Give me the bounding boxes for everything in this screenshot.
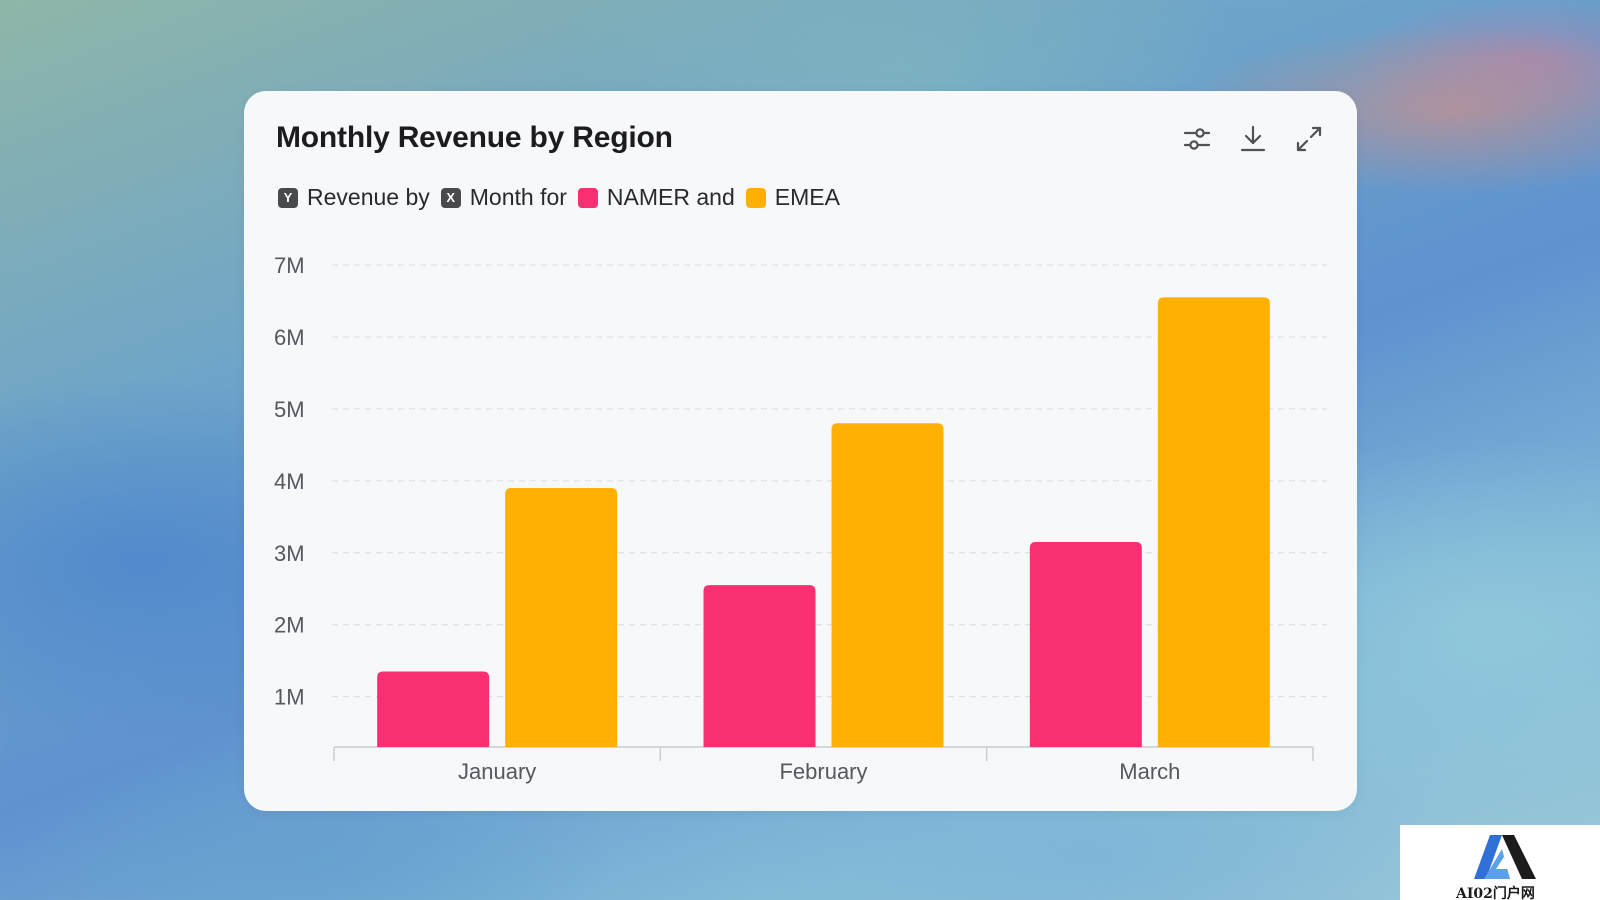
- download-button[interactable]: [1235, 121, 1271, 157]
- legend-text-month: Month for: [469, 184, 567, 210]
- sliders-icon: [1183, 128, 1211, 150]
- x-key-chip: X: [440, 187, 461, 208]
- bar-emea-february: [831, 423, 944, 747]
- watermark-logo-icon: [1474, 835, 1536, 879]
- bar-emea-january: [505, 488, 618, 747]
- y-tick-label: 2M: [274, 613, 305, 638]
- bar-namer-march: [1029, 541, 1142, 747]
- watermark-text: AI02门户网: [1456, 886, 1535, 900]
- expand-icon: [1296, 126, 1322, 152]
- x-tick-label: March: [1119, 759, 1180, 784]
- x-tick-label: February: [779, 759, 867, 784]
- bar-namer-january: [377, 671, 490, 747]
- legend-text-namer: NAMER and: [606, 184, 735, 210]
- x-tick-label: January: [458, 759, 536, 784]
- legend-text-emea: EMEA: [774, 184, 840, 210]
- bar-chart: 1M 2M 3M 4M 5M 6M 7M January February March: [274, 253, 1327, 784]
- expand-button[interactable]: [1291, 121, 1327, 157]
- bar-namer-february: [703, 585, 816, 747]
- y-tick-label: 7M: [274, 253, 305, 278]
- bar-emea-march: [1157, 297, 1270, 747]
- legend-swatch-emea: [745, 187, 766, 208]
- chart-legend: Y Revenue by X Month for NAMER and EMEA: [278, 184, 840, 211]
- y-tick-label: 6M: [274, 325, 305, 350]
- chart-toolbar: [1179, 121, 1327, 157]
- filter-button[interactable]: [1179, 121, 1215, 157]
- watermark: AI02门户网: [1400, 825, 1600, 900]
- legend-text-revenue: Revenue by: [307, 184, 430, 210]
- download-icon: [1240, 125, 1266, 152]
- y-tick-label: 4M: [274, 469, 305, 494]
- chart-card: Monthly Revenue by Region: [244, 91, 1357, 811]
- chart-title: Monthly Revenue by Region: [276, 121, 673, 154]
- y-tick-label: 5M: [274, 397, 305, 422]
- legend-swatch-namer: [577, 187, 598, 208]
- y-key-chip: Y: [278, 187, 298, 208]
- y-tick-label: 3M: [274, 541, 305, 566]
- y-tick-label: 1M: [274, 685, 305, 710]
